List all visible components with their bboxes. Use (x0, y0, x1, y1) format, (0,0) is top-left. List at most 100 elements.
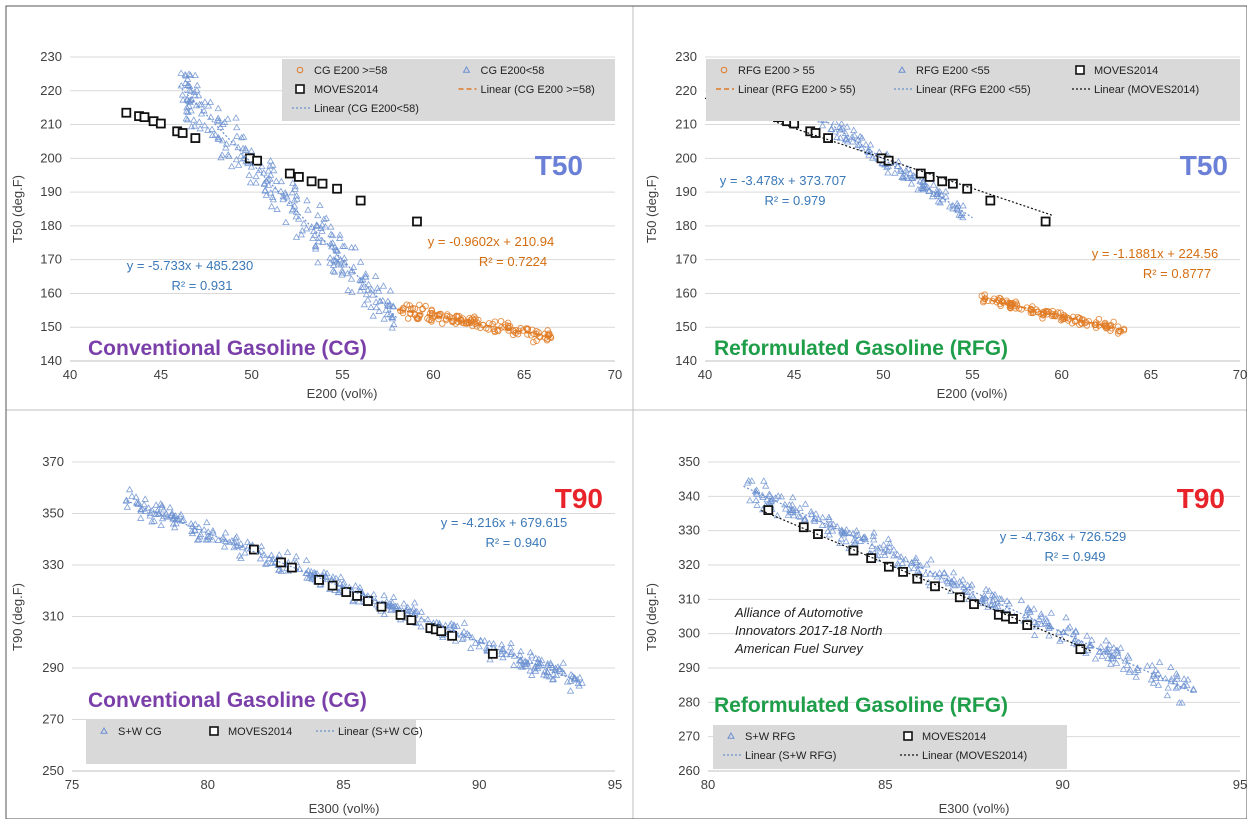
data-point-circle (996, 300, 1004, 308)
data-point-triangle (1030, 631, 1039, 638)
data-point-square (190, 133, 201, 143)
regression-equation: y = -1.1881x + 224.56 (1092, 246, 1218, 261)
data-point-triangle (336, 234, 344, 241)
data-point-square (866, 553, 877, 564)
data-point-triangle (1083, 632, 1091, 639)
data-point-triangle (332, 258, 341, 265)
data-point-triangle (211, 131, 220, 138)
trendline (743, 485, 1195, 694)
data-point-circle (1013, 300, 1020, 308)
data-point-triangle (386, 286, 395, 294)
data-point-triangle (939, 195, 947, 203)
data-point-circle (411, 311, 419, 319)
data-point-triangle (326, 259, 334, 266)
data-point-triangle (854, 531, 862, 538)
data-point-triangle (337, 261, 345, 268)
data-point-triangle (203, 532, 212, 540)
data-point-triangle (289, 179, 297, 186)
data-point-triangle (266, 162, 274, 169)
data-point-triangle (186, 82, 194, 90)
data-point-triangle (1003, 605, 1011, 612)
data-point-triangle (240, 133, 248, 140)
data-point-triangle (266, 157, 275, 164)
data-point-triangle (1119, 665, 1128, 672)
data-point-triangle (538, 656, 546, 663)
y-tick-label: 290 (42, 660, 64, 675)
data-point-triangle (936, 198, 944, 206)
data-point-triangle (337, 573, 345, 580)
data-point-triangle (311, 245, 320, 252)
legend-label: MOVES2014 (1094, 65, 1158, 77)
legend-marker-triangle (100, 726, 108, 734)
data-point-triangle (292, 192, 301, 199)
data-point-triangle (485, 639, 494, 647)
data-point-triangle (497, 640, 506, 648)
data-point-triangle (1107, 660, 1115, 667)
data-point-triangle (323, 569, 331, 577)
data-point-triangle (1175, 699, 1184, 706)
y-tick-label: 260 (678, 763, 700, 778)
data-point-triangle (314, 258, 322, 266)
data-point-triangle (1070, 639, 1078, 647)
data-point-triangle (1172, 684, 1180, 691)
data-point-triangle (258, 162, 266, 170)
data-point-triangle (833, 522, 841, 530)
data-point-triangle (957, 581, 966, 588)
source-annotation: Alliance of Automotive (734, 605, 863, 620)
data-point-triangle (327, 230, 335, 238)
data-point-triangle (1189, 685, 1198, 692)
data-point-triangle (400, 600, 408, 607)
data-point-triangle (255, 166, 264, 173)
x-tick-label: 90 (472, 777, 486, 792)
data-point-triangle (1163, 691, 1172, 699)
data-point-triangle (516, 651, 524, 659)
data-point-square (317, 178, 328, 189)
data-point-triangle (183, 115, 192, 123)
data-point-triangle (186, 71, 195, 78)
x-axis-title: E300 (vol%) (939, 801, 1010, 816)
data-point-triangle (916, 561, 924, 568)
data-point-triangle (195, 118, 204, 125)
regression-r2: R² = 0.931 (171, 278, 232, 293)
legend-label: Linear (RFG E200 > 55) (738, 84, 856, 96)
data-point-triangle (320, 568, 328, 576)
data-point-triangle (260, 551, 268, 558)
data-point-circle (529, 326, 536, 334)
data-point-triangle (187, 106, 195, 114)
data-point-triangle (1155, 658, 1164, 666)
data-point-circle (993, 298, 1001, 306)
data-point-triangle (818, 121, 827, 129)
x-tick-label: 45 (154, 367, 168, 382)
x-tick-label: 80 (201, 777, 215, 792)
data-point-triangle (409, 605, 418, 612)
data-point-triangle (868, 542, 876, 550)
data-point-triangle (1037, 610, 1045, 617)
x-tick-label: 80 (701, 777, 715, 792)
legend-marker-square (295, 84, 305, 94)
fuel-type-label: Reformulated Gasoline (RFG) (714, 337, 1008, 360)
data-point-triangle (200, 121, 209, 129)
data-point-triangle (955, 211, 963, 218)
data-point-triangle (260, 179, 269, 186)
data-point-triangle (311, 242, 320, 249)
data-point-triangle (866, 141, 875, 148)
legend-label: Linear (CG E200<58) (314, 103, 419, 115)
data-point-triangle (785, 501, 794, 508)
data-point-triangle (836, 539, 844, 546)
data-point-triangle (837, 535, 845, 542)
data-point-triangle (128, 492, 136, 499)
data-point-circle (462, 320, 470, 327)
data-point-triangle (297, 230, 305, 238)
data-point-triangle (273, 205, 281, 212)
data-point-triangle (944, 579, 953, 587)
data-point-triangle (789, 493, 797, 501)
data-point-square (883, 561, 894, 572)
data-point-triangle (183, 75, 192, 82)
data-point-triangle (262, 191, 271, 198)
data-point-triangle (291, 185, 299, 192)
data-point-triangle (1173, 675, 1181, 682)
data-point-triangle (862, 140, 870, 148)
data-point-triangle (1064, 624, 1072, 632)
data-point-triangle (850, 536, 858, 544)
data-point-triangle (269, 161, 277, 168)
